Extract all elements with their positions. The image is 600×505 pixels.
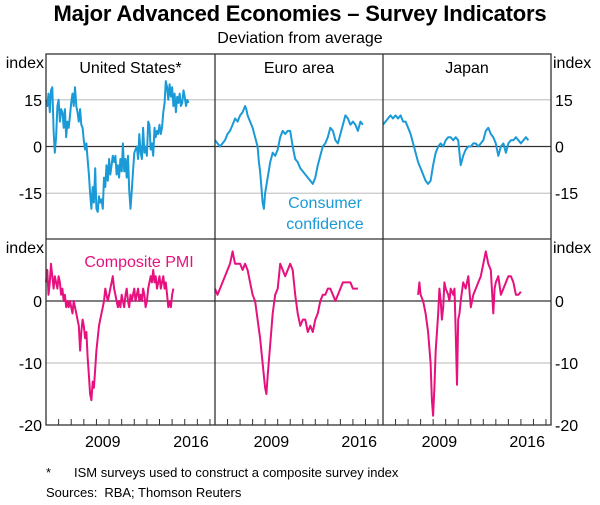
- consumer-confidence-label: confidence: [286, 216, 363, 233]
- y-tick-label-left: 15: [24, 93, 42, 110]
- composite-pmi-line-japan: [417, 250, 522, 417]
- x-tick-label: 2016: [173, 434, 209, 451]
- y-tick-label-right: -10: [555, 356, 578, 373]
- x-tick-label: 2009: [85, 434, 121, 451]
- footnote-text: ISM surveys used to construct a composit…: [74, 465, 399, 480]
- consumer-confidence-line-united-states: [45, 80, 190, 213]
- y-tick-label-right: 15: [555, 93, 573, 110]
- consumer-confidence-line-japan: [382, 114, 530, 185]
- composite-pmi-label: Composite PMI: [84, 254, 193, 271]
- footnote-marker: *: [46, 465, 52, 480]
- sources-label: Sources:: [46, 485, 98, 500]
- y-tick-label-left: -20: [19, 418, 42, 435]
- y-tick-label-left: 0: [33, 140, 42, 157]
- composite-pmi-line-euro-area: [214, 250, 358, 395]
- x-tick-label: 2016: [509, 434, 545, 451]
- y-tick-label-right: 0: [555, 140, 564, 157]
- y-tick-label-right: -15: [555, 186, 578, 203]
- chart-subtitle: Deviation from average: [217, 30, 383, 47]
- sources: Sources: RBA; Thomson Reuters: [46, 485, 241, 501]
- x-tick-label: 2009: [254, 434, 290, 451]
- y-axis-unit-left: index: [6, 240, 44, 257]
- composite-pmi-line-united-states: [45, 262, 175, 402]
- y-tick-label-left: -10: [19, 356, 42, 373]
- x-tick-label: 2016: [341, 434, 377, 451]
- footnote: * ISM surveys used to construct a composi…: [46, 465, 398, 481]
- consumer-confidence-label: Consumer: [288, 195, 362, 212]
- x-tick-label: 2009: [422, 434, 458, 451]
- chart-title: Major Advanced Economies – Survey Indica…: [53, 1, 547, 26]
- y-axis-unit-right: index: [553, 240, 591, 257]
- y-tick-label-right: -20: [555, 418, 578, 435]
- y-tick-label-right: 0: [555, 294, 564, 311]
- panel-title: Euro area: [264, 60, 334, 77]
- y-tick-label-left: 0: [33, 294, 42, 311]
- consumer-confidence-line-euro-area: [214, 105, 364, 210]
- y-axis-unit-left: index: [6, 55, 44, 72]
- sources-text: RBA; Thomson Reuters: [104, 485, 242, 500]
- y-tick-label-left: -15: [19, 186, 42, 203]
- y-axis-unit-right: index: [553, 55, 591, 72]
- panel-title: Japan: [445, 60, 489, 77]
- panel-title: United States*: [79, 60, 181, 77]
